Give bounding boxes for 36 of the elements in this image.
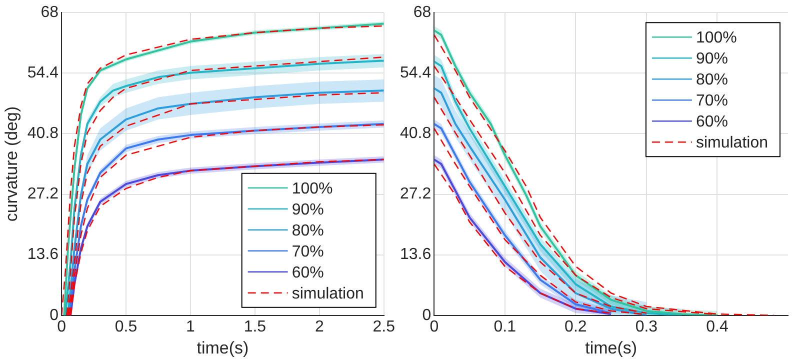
x-tick-label: 2.5 — [372, 318, 396, 336]
y-tick-label: 54.4 — [27, 64, 59, 82]
legend-label: simulation — [292, 285, 364, 302]
y-tick-label: 54.4 — [400, 64, 432, 82]
x-tick-label: 0.5 — [114, 318, 138, 336]
y-tick-label: 40.8 — [400, 125, 432, 142]
legend-label: 70% — [696, 92, 728, 110]
y-axis-title: curvature (deg) — [2, 106, 21, 222]
legend-label: 80% — [696, 72, 728, 89]
legend-label: 90% — [696, 50, 728, 68]
x-tick-label: 0.3 — [635, 318, 658, 336]
x-axis-title: time(s) — [585, 338, 638, 358]
x-tick-label: 0.1 — [494, 318, 516, 336]
x-tick-label: 0.4 — [706, 318, 728, 336]
legend-label: 100% — [292, 180, 333, 198]
legend-label: 70% — [292, 243, 324, 260]
y-tick-label: 27.2 — [27, 186, 59, 203]
y-tick-label: 27.2 — [400, 186, 432, 203]
x-axis-title: time(s) — [196, 338, 249, 358]
legend-label: simulation — [696, 134, 768, 152]
legend-label: 80% — [292, 222, 324, 240]
x-tick-label: 1 — [186, 318, 196, 336]
y-tick-label: 0 — [50, 306, 59, 324]
legend-label: 100% — [696, 30, 737, 47]
y-tick-label: 68 — [413, 4, 432, 22]
legend-label: 60% — [292, 264, 324, 282]
legend-label: 90% — [292, 201, 324, 218]
y-tick-label: 0 — [422, 306, 432, 324]
x-tick-label: 2 — [314, 318, 324, 336]
x-tick-label: 1.5 — [244, 318, 266, 336]
legend-label: 60% — [696, 114, 728, 131]
y-tick-label: 68 — [40, 4, 59, 22]
y-tick-label: 13.6 — [400, 246, 432, 264]
y-tick-label: 13.6 — [27, 246, 59, 264]
x-tick-label: 0.2 — [564, 318, 587, 336]
y-tick-label: 40.8 — [27, 125, 59, 142]
